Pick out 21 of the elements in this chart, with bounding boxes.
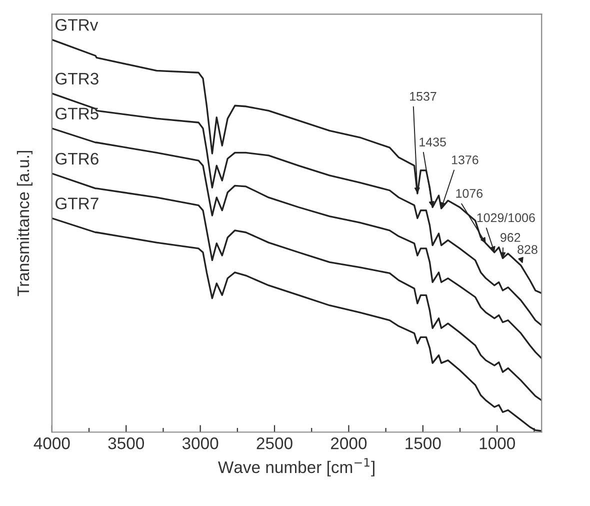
x-tick-label: 3000 — [182, 437, 218, 450]
annotation: 1076 — [456, 188, 483, 198]
series-label: GTR7 — [56, 198, 98, 210]
x-tick-label: 1000 — [480, 437, 515, 450]
x-tick-label: 2000 — [331, 437, 367, 450]
annotation: 1029/1006 — [477, 212, 535, 222]
series-label: GTRv — [56, 19, 98, 31]
series-label: GTR6 — [56, 152, 98, 165]
annotation: 962 — [500, 233, 520, 242]
x-tick-label: 1500 — [406, 437, 441, 450]
x-tick-label: 3500 — [108, 437, 144, 450]
x-tick-label: 2500 — [256, 437, 292, 450]
y-axis-title: Transmittance [a.u.] — [16, 151, 32, 296]
series-label: GTR5 — [56, 108, 98, 120]
x-axis-title: Wave number [cm$^{−1}$] — [218, 458, 374, 476]
series-label: GTR3 — [56, 72, 98, 85]
annotation: 1435 — [420, 138, 446, 146]
annotation: 1376 — [452, 155, 478, 164]
x-tick-label: 4000 — [34, 437, 70, 450]
annotation: 1537 — [410, 92, 436, 101]
annotation: 828 — [518, 245, 538, 254]
